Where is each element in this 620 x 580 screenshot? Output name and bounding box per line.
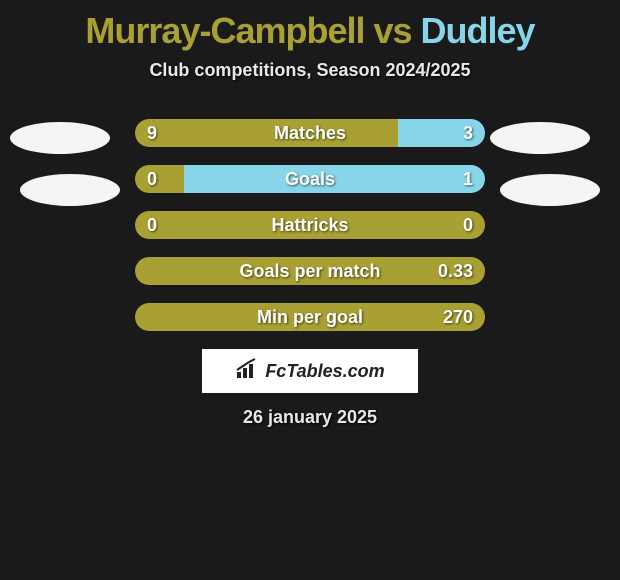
snapshot-date: 26 january 2025 [0,407,620,428]
bar-track [135,257,485,285]
chart-bar-icon [235,358,259,385]
stat-row: Min per goal270 [135,303,485,331]
title-player1: Murray-Campbell [85,10,364,51]
player2-badge [490,122,590,154]
bar-track [135,119,485,147]
bar-segment-player1 [135,119,398,147]
bar-segment-player1 [135,303,485,331]
bar-track [135,303,485,331]
player2-badge [500,174,600,206]
stat-row: Goals per match0.33 [135,257,485,285]
title-vs: vs [365,10,421,51]
stat-row: Goals01 [135,165,485,193]
stat-row: Matches93 [135,119,485,147]
logo-text: FcTables.com [265,361,384,382]
bar-segment-player2 [184,165,485,193]
bar-track [135,211,485,239]
bar-segment-player2 [398,119,486,147]
player1-badge [10,122,110,154]
bar-segment-player1 [135,257,485,285]
source-logo: FcTables.com [202,349,418,393]
bar-segment-player1 [135,211,485,239]
bar-segment-player1 [135,165,184,193]
title-player2: Dudley [421,10,535,51]
bar-track [135,165,485,193]
comparison-title: Murray-Campbell vs Dudley [0,0,620,52]
player1-badge [20,174,120,206]
subtitle: Club competitions, Season 2024/2025 [0,60,620,81]
stat-row: Hattricks00 [135,211,485,239]
